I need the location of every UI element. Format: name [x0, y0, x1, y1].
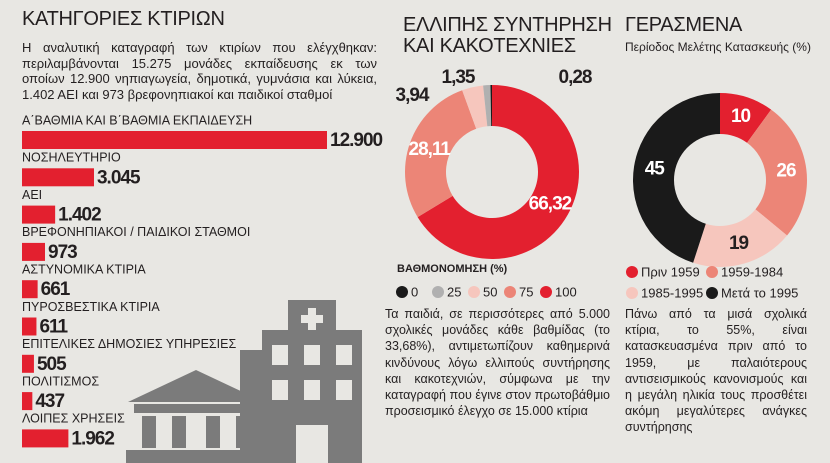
donut-slice [462, 85, 488, 129]
value-label: 12.900 [330, 130, 383, 151]
note: Πάνω από τα μισά σχολικά κτίρια, το 55%,… [625, 307, 807, 435]
legend-label: 75 [519, 284, 533, 299]
window [272, 345, 288, 365]
bar [22, 205, 56, 224]
category-label: ΝΟΣΗΛΕΥΤΗΡΙΟ [22, 151, 121, 165]
hospital-wing [240, 350, 262, 463]
window [304, 380, 320, 400]
subtitle: Περίοδος Μελέτης Κατασκευής (%) [625, 40, 811, 54]
legend-label: 25 [447, 284, 461, 299]
value-label: 437 [35, 391, 64, 412]
category-label: ΛΟΙΠΕΣ ΧΡΗΣΕΙΣ [22, 412, 125, 426]
legend-swatch [468, 286, 480, 298]
donut-slice [417, 85, 579, 259]
category-label: Α΄ΒΑΘΜΙΑ ΚΑΙ Β΄ΒΑΘΜΙΑ ΕΚΠΑΙΔΕΥΣΗ [22, 113, 252, 127]
legend-swatch [706, 266, 718, 278]
donut-slice [747, 109, 807, 236]
legend-swatch [504, 286, 516, 298]
category-label: ΑΣΤΥΝΟΜΙΚΑ ΚΤΙΡΙΑ [22, 262, 146, 276]
donut-hole [446, 126, 538, 218]
value-label: 973 [48, 242, 77, 263]
window [336, 380, 352, 400]
donut-hole [674, 134, 766, 226]
description: Η αναλυτική καταγραφή των κτιρίων που ελ… [22, 40, 377, 102]
bar [22, 317, 37, 336]
category-label: ΠΥΡΟΣΒΕΣΤΙΚΑ ΚΤΙΡΙΑ [22, 300, 160, 314]
temple-column [206, 416, 220, 448]
temple-column [142, 416, 156, 448]
legend-swatch [396, 286, 408, 298]
temple-roof [128, 370, 264, 402]
bar [22, 392, 33, 411]
donut-slice [483, 85, 492, 127]
bar [22, 354, 34, 373]
title: ΚΑΙ ΚΑΚΟΤΕΧΝΙΕΣ [403, 35, 576, 57]
legend-label: 0 [411, 284, 418, 299]
window [336, 345, 352, 365]
legend-label: 50 [483, 284, 497, 299]
value-label: 66,32 [529, 194, 572, 215]
donut-slice [720, 93, 772, 143]
value-label: 3.045 [97, 167, 141, 188]
donut-slice [404, 90, 477, 218]
note: Τα παιδιά, σε περισσότερες από 5.000 σχο… [385, 307, 610, 419]
value-label: 26 [776, 161, 796, 182]
cross [301, 315, 323, 323]
bar [22, 429, 69, 448]
bar [22, 242, 46, 261]
bar [22, 280, 38, 299]
door [296, 425, 328, 463]
value-label: 19 [729, 233, 749, 254]
window [272, 380, 288, 400]
legend-label: 100 [555, 284, 577, 299]
value-label: 3,94 [396, 85, 430, 106]
value-label: 661 [41, 279, 71, 300]
bar [22, 131, 327, 149]
legend-swatch [626, 287, 638, 299]
donut-slice [632, 93, 720, 263]
value-label: 0,28 [559, 67, 592, 88]
donut-slice [490, 85, 492, 127]
temple-beam [134, 404, 258, 413]
title: ΓΕΡΑΣΜΕΝΑ [625, 14, 742, 36]
value-label: 1.402 [58, 205, 101, 226]
value-label: 505 [37, 354, 67, 375]
legend-label: Μετά το 1995 [721, 285, 798, 300]
category-label: ΑΕΙ [22, 188, 42, 202]
legend-label: Πριν 1959 [641, 264, 700, 279]
title: ΕΛΛΙΠΗΣ ΣΥΝΤΗΡΗΣΗ [403, 14, 612, 36]
value-label: 1,35 [442, 67, 476, 88]
value-label: 611 [39, 317, 68, 338]
temple-column [172, 416, 186, 448]
donut-slice [693, 209, 788, 267]
value-label: 45 [645, 159, 666, 180]
temple-base [126, 450, 266, 463]
legend-label: 1959-1984 [721, 264, 783, 279]
category-label: ΕΠΙΤΕΛΙΚΕΣ ΔΗΜΟΣΙΕΣ ΥΠΗΡΕΣΙΕΣ [22, 337, 236, 351]
window [304, 345, 320, 365]
legend-swatch [432, 286, 444, 298]
value-label: 1.962 [71, 428, 114, 449]
category-label: ΠΟΛΙΤΙΣΜΟΣ [22, 374, 99, 388]
legend-title: ΒΑΘΜΟΝΟΜΗΣΗ (%) [397, 263, 508, 275]
value-label: 28,11 [409, 139, 452, 160]
hospital-details [272, 308, 352, 463]
bar [22, 168, 94, 187]
legend-swatch [706, 287, 718, 299]
legend-label: 1985-1995 [641, 285, 703, 300]
value-label: 10 [731, 106, 751, 127]
title: ΚΑΤΗΓΟΡΙΕΣ ΚΤΙΡΙΩΝ [22, 8, 225, 30]
legend-swatch [540, 286, 552, 298]
category-label: ΒΡΕΦΟΝΗΠΙΑΚΟΙ / ΠΑΙΔΙΚΟΙ ΣΤΑΘΜΟΙ [22, 225, 250, 239]
legend-swatch [626, 266, 638, 278]
